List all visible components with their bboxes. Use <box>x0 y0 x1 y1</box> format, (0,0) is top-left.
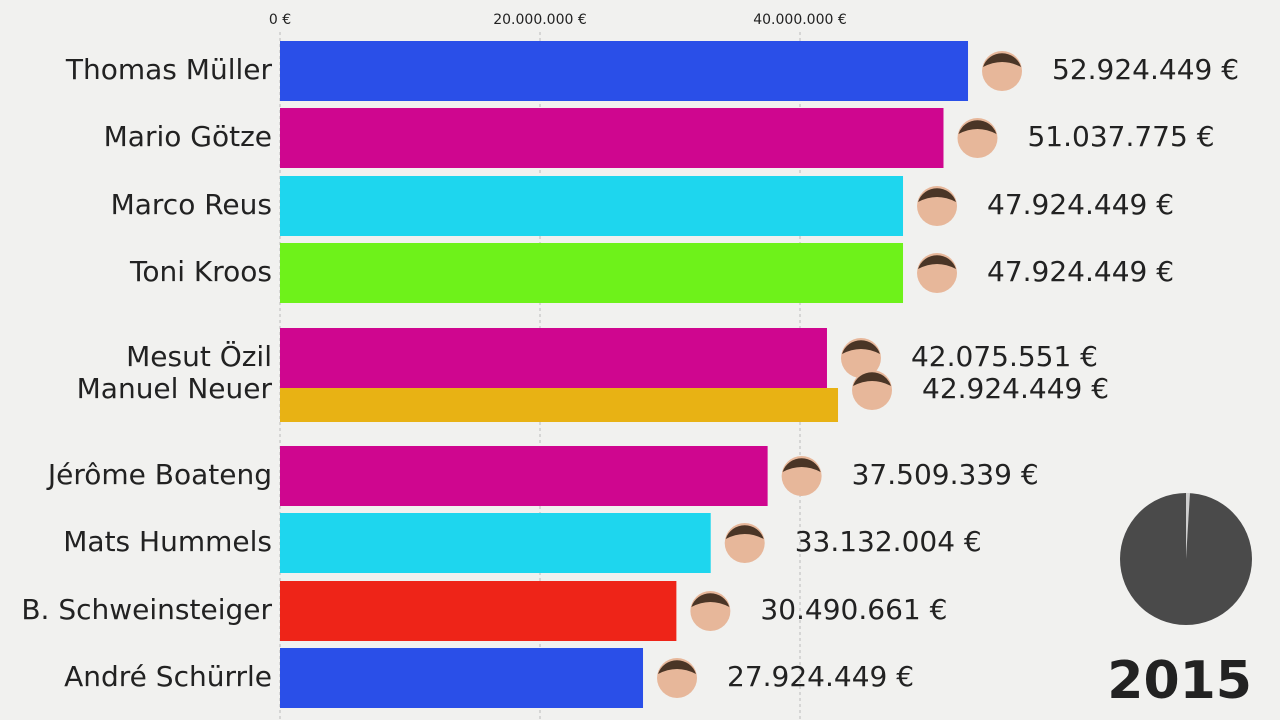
progress-slice <box>1186 492 1190 559</box>
value-label: 42.075.551 € <box>911 340 1098 373</box>
bar <box>280 581 677 641</box>
bar <box>280 648 644 708</box>
value-label: 37.509.339 € <box>852 458 1039 491</box>
player-face <box>657 658 698 698</box>
bar <box>280 513 711 573</box>
bar <box>280 388 839 422</box>
category-label: Manuel Neuer <box>77 372 273 405</box>
category-label: André Schürrle <box>64 660 272 693</box>
hair <box>983 53 1022 67</box>
bar <box>280 328 827 388</box>
bar <box>280 243 904 303</box>
hair <box>725 525 764 539</box>
hair <box>853 372 892 386</box>
category-label: Mats Hummels <box>63 525 272 558</box>
bar <box>280 108 944 168</box>
hair <box>918 188 957 202</box>
progress-pie <box>1120 492 1252 625</box>
value-label: 51.037.775 € <box>1027 120 1214 153</box>
player-face <box>917 186 958 226</box>
value-label: 30.490.661 € <box>760 593 947 626</box>
value-label: 27.924.449 € <box>727 660 914 693</box>
hair <box>918 255 957 269</box>
bar <box>280 41 969 101</box>
category-label: Jérôme Boateng <box>46 458 272 491</box>
player-face <box>957 118 998 158</box>
player-face <box>982 51 1023 91</box>
year-label: 2015 <box>1107 651 1252 711</box>
category-label: Thomas Müller <box>65 53 273 86</box>
hair <box>958 120 997 134</box>
category-label: Marco Reus <box>111 188 272 221</box>
bar <box>280 176 904 236</box>
value-label: 52.924.449 € <box>1052 53 1239 86</box>
x-tick-label: 40.000.000 € <box>753 12 847 28</box>
player-face <box>690 591 731 631</box>
x-tick-label: 0 € <box>269 12 291 28</box>
category-label: Mesut Özil <box>126 339 272 373</box>
category-label: B. Schweinsteiger <box>21 593 272 626</box>
hair <box>782 458 821 472</box>
player-face <box>917 253 958 293</box>
hair <box>658 660 697 674</box>
category-label: Toni Kroos <box>129 255 272 288</box>
player-face <box>781 456 822 496</box>
value-label: 33.132.004 € <box>795 525 982 558</box>
player-face <box>840 338 881 378</box>
hair <box>841 340 880 354</box>
hair <box>691 593 730 607</box>
bar <box>280 446 768 506</box>
value-label: 47.924.449 € <box>987 255 1174 288</box>
player-face <box>724 523 765 563</box>
category-label: Mario Götze <box>104 120 272 153</box>
x-tick-label: 20.000.000 € <box>493 12 587 28</box>
value-label: 47.924.449 € <box>987 188 1174 221</box>
player-face <box>852 370 893 410</box>
value-label: 42.924.449 € <box>922 372 1109 405</box>
